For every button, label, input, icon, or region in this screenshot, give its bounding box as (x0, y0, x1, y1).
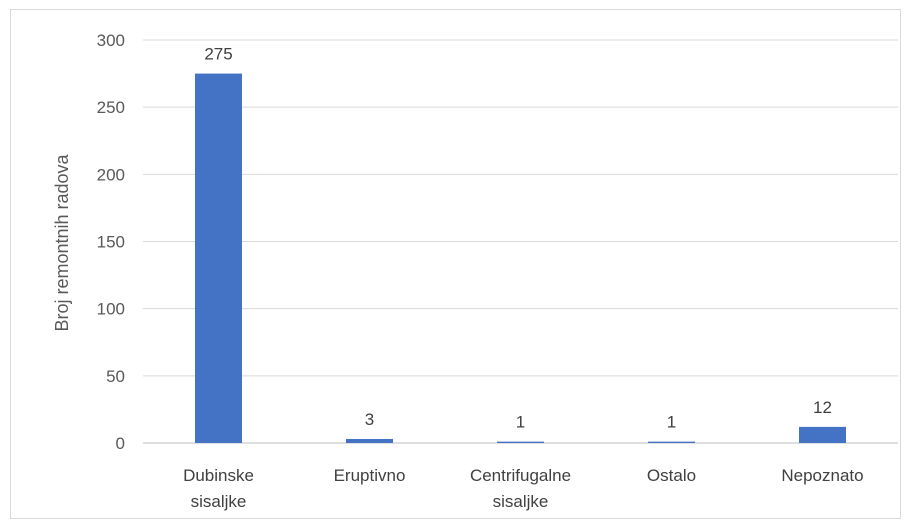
x-category-label: Centrifugalne sisaljke (470, 466, 571, 511)
x-category-label: Nepoznato (781, 466, 863, 485)
data-labels: 275 3 1 1 12 (204, 45, 832, 432)
bar (799, 426, 846, 443)
bars (195, 73, 846, 443)
bar (497, 441, 544, 443)
y-axis-ticks: 0 50 100 150 200 250 300 (97, 31, 125, 453)
data-label: 1 (516, 413, 525, 432)
y-tick-label: 100 (97, 300, 125, 319)
data-label: 3 (365, 410, 374, 429)
y-tick-label: 0 (116, 434, 125, 453)
data-label: 1 (667, 413, 676, 432)
bar (648, 441, 695, 443)
y-tick-label: 300 (97, 31, 125, 50)
x-category-label: Ostalo (647, 466, 696, 485)
y-tick-label: 50 (106, 367, 125, 386)
y-axis-title: Broj remontnih radova (52, 153, 72, 331)
x-axis-categories: Dubinske sisaljke Eruptivno Centrifugalne si… (183, 466, 864, 511)
chart-frame (10, 9, 901, 519)
gridlines (143, 39, 898, 444)
x-category-label: Eruptivno (334, 466, 406, 485)
bar (195, 73, 242, 443)
data-label: 12 (813, 398, 832, 417)
y-tick-label: 200 (97, 165, 125, 184)
bar (346, 438, 393, 443)
data-label: 275 (204, 45, 232, 64)
y-tick-label: 150 (97, 233, 125, 252)
x-category-label: Dubinske sisaljke (183, 466, 254, 511)
y-tick-label: 250 (97, 98, 125, 117)
